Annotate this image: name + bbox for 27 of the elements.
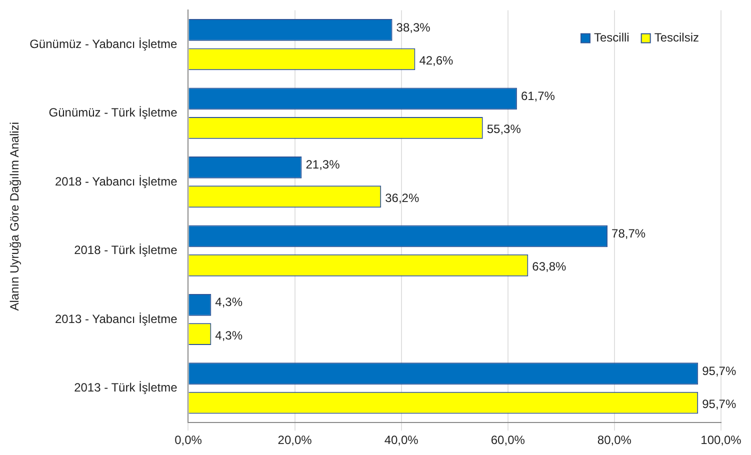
legend-label: Tescilsiz bbox=[654, 30, 699, 45]
data-label: 63,8% bbox=[532, 260, 566, 274]
legend-label: Tescilli bbox=[594, 30, 630, 45]
data-label: 55,3% bbox=[486, 122, 522, 136]
data-label: 95,7% bbox=[702, 364, 736, 378]
data-label: 78,7% bbox=[612, 226, 646, 240]
data-label: 61,7% bbox=[520, 89, 556, 104]
y-tick-label: 2013 - Yabancı İşletme bbox=[54, 312, 178, 326]
x-tick-label: 20,0% bbox=[278, 433, 312, 448]
x-tick-label: 0,0% bbox=[174, 433, 202, 448]
y-axis-title: Alanın Uyruğa Göre Dağılım Analizi bbox=[8, 122, 22, 311]
x-tick-label: 40,0% bbox=[384, 433, 419, 448]
y-tick-label: 2018 - Türk İşletme bbox=[74, 243, 178, 258]
data-label: 36,2% bbox=[385, 190, 420, 205]
x-tick-label: 80,0% bbox=[597, 433, 632, 448]
y-tick-label: 2013 - Türk İşletme bbox=[74, 380, 178, 395]
x-tick-label: 60,0% bbox=[490, 433, 526, 448]
x-tick-label: 100,0% bbox=[700, 433, 742, 448]
data-label: 95,7% bbox=[702, 397, 736, 412]
data-label: 4,3% bbox=[215, 328, 243, 342]
y-tick-label: 2018 - Yabancı İşletme bbox=[54, 174, 178, 188]
y-tick-label: Günümüz - Yabancı İşletme bbox=[30, 36, 178, 51]
data-label: 21,3% bbox=[306, 158, 340, 172]
data-label: 42,6% bbox=[419, 53, 454, 68]
data-label: 4,3% bbox=[215, 295, 243, 310]
y-tick-label: Günümüz - Türk İşletme bbox=[48, 106, 178, 120]
data-label: 38,3% bbox=[396, 20, 431, 34]
